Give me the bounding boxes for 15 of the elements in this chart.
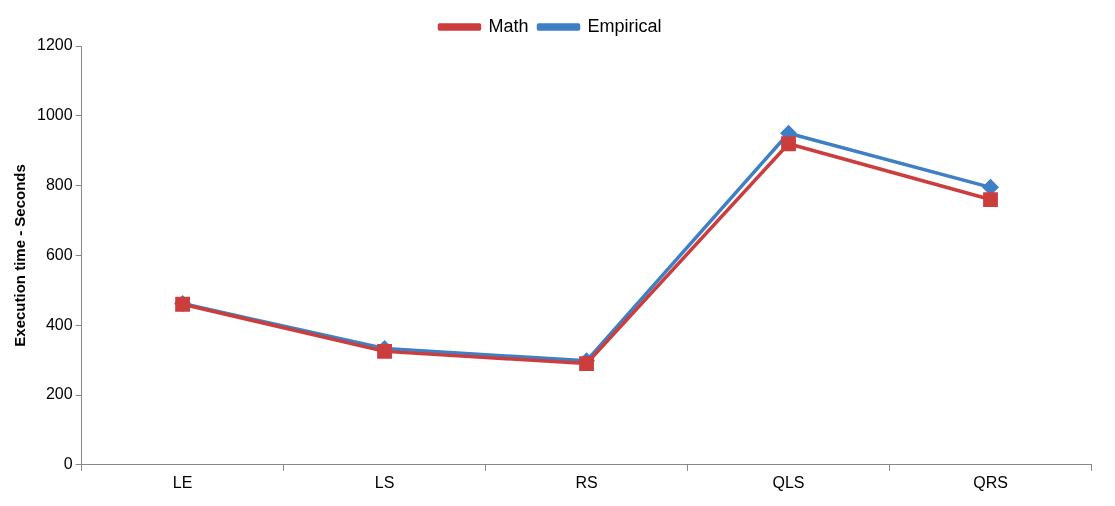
- y-tick-label: 600: [45, 245, 73, 263]
- x-tick-label: QRS: [973, 473, 1008, 491]
- y-tick-label: 400: [45, 315, 73, 333]
- y-tick-label: 800: [45, 176, 73, 194]
- y-tick-label: 1200: [37, 36, 73, 54]
- x-tick-label: QLS: [772, 473, 805, 491]
- y-tick-label: 200: [45, 385, 73, 403]
- legend-label: Math: [488, 15, 529, 36]
- y-tick-label: 1000: [37, 106, 73, 124]
- legend-label: Empirical: [587, 15, 662, 36]
- y-axis-title: Execution time - Seconds: [11, 164, 29, 347]
- x-tick-label: LS: [374, 473, 395, 491]
- x-tick-label: RS: [575, 473, 598, 491]
- x-tick-label: LE: [172, 473, 193, 491]
- y-tick-label: 0: [63, 455, 73, 473]
